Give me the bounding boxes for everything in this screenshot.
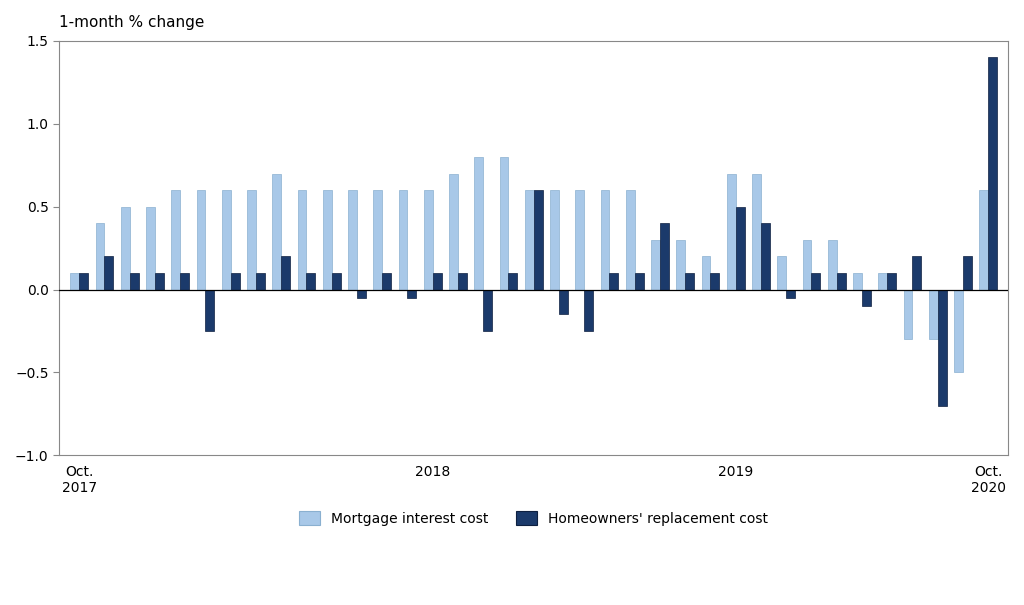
Bar	[146, 207, 155, 290]
Bar	[711, 273, 719, 290]
Bar	[332, 273, 341, 290]
Bar	[458, 273, 467, 290]
Bar	[171, 190, 180, 290]
Bar	[735, 207, 744, 290]
Bar	[827, 240, 837, 290]
Bar	[659, 223, 669, 290]
Bar	[988, 57, 997, 290]
Bar	[626, 190, 635, 290]
Legend: Mortgage interest cost, Homeowners' replacement cost: Mortgage interest cost, Homeowners' repl…	[294, 505, 774, 531]
Bar	[374, 190, 382, 290]
Bar	[500, 157, 509, 290]
Bar	[585, 290, 593, 331]
Bar	[206, 290, 214, 331]
Bar	[408, 290, 417, 298]
Bar	[786, 290, 795, 298]
Bar	[382, 273, 391, 290]
Bar	[180, 273, 189, 290]
Bar	[104, 257, 114, 290]
Bar	[811, 273, 820, 290]
Bar	[95, 223, 104, 290]
Bar	[777, 257, 786, 290]
Bar	[323, 190, 332, 290]
Bar	[247, 190, 256, 290]
Bar	[483, 290, 493, 331]
Bar	[272, 174, 282, 290]
Bar	[230, 273, 240, 290]
Bar	[130, 273, 138, 290]
Bar	[701, 257, 711, 290]
Bar	[525, 190, 534, 290]
Bar	[450, 174, 458, 290]
Bar	[954, 290, 963, 373]
Bar	[575, 190, 585, 290]
Bar	[357, 290, 366, 298]
Bar	[979, 190, 988, 290]
Bar	[938, 290, 946, 405]
Bar	[282, 257, 290, 290]
Bar	[963, 257, 972, 290]
Bar	[609, 273, 618, 290]
Bar	[155, 273, 164, 290]
Bar	[474, 157, 483, 290]
Bar	[635, 273, 643, 290]
Bar	[929, 290, 938, 339]
Bar	[433, 273, 441, 290]
Bar	[424, 190, 433, 290]
Bar	[550, 190, 559, 290]
Bar	[298, 190, 306, 290]
Bar	[903, 290, 912, 339]
Bar	[651, 240, 659, 290]
Bar	[862, 290, 870, 306]
Bar	[348, 190, 357, 290]
Bar	[677, 240, 685, 290]
Bar	[121, 207, 130, 290]
Bar	[879, 273, 887, 290]
Bar	[256, 273, 265, 290]
Bar	[761, 223, 770, 290]
Bar	[837, 273, 846, 290]
Text: 1-month % change: 1-month % change	[59, 15, 205, 30]
Bar	[752, 174, 761, 290]
Bar	[685, 273, 694, 290]
Bar	[601, 190, 609, 290]
Bar	[559, 290, 567, 315]
Bar	[727, 174, 735, 290]
Bar	[887, 273, 896, 290]
Bar	[222, 190, 230, 290]
Bar	[71, 273, 79, 290]
Bar	[509, 273, 517, 290]
Bar	[79, 273, 88, 290]
Bar	[853, 273, 862, 290]
Bar	[306, 273, 315, 290]
Bar	[803, 240, 811, 290]
Bar	[912, 257, 922, 290]
Bar	[534, 190, 543, 290]
Bar	[398, 190, 408, 290]
Bar	[197, 190, 206, 290]
